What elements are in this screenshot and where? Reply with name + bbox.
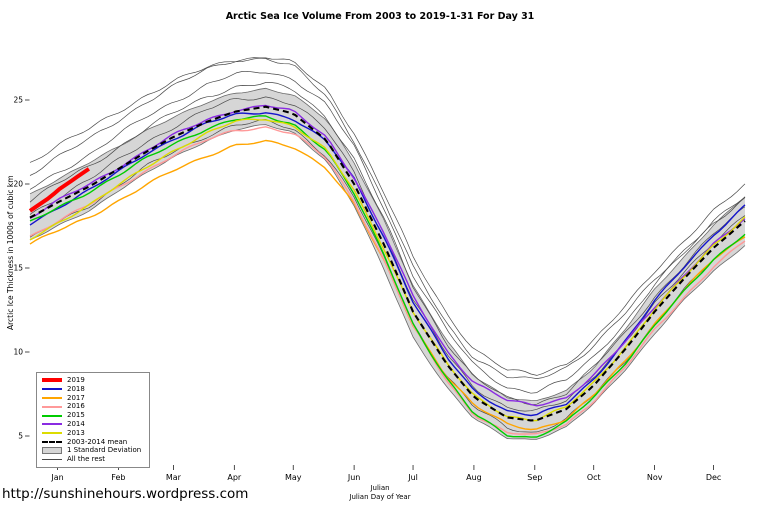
svg-text:15: 15 bbox=[13, 264, 23, 273]
legend-item: 2016 bbox=[42, 402, 141, 411]
legend-label: 2018 bbox=[67, 384, 85, 393]
legend-label: 2015 bbox=[67, 411, 85, 420]
svg-text:Jun: Jun bbox=[347, 473, 361, 482]
legend-label: 2013 bbox=[67, 428, 85, 437]
legend-label: 2003-2014 mean bbox=[67, 437, 128, 446]
legend-label: All the rest bbox=[67, 455, 106, 464]
legend-item: 2017 bbox=[42, 394, 141, 403]
legend-item: 2014 bbox=[42, 420, 141, 429]
legend-label: 2014 bbox=[67, 419, 85, 428]
legend-swatch bbox=[42, 447, 62, 455]
svg-text:Oct: Oct bbox=[587, 473, 601, 482]
legend-swatch bbox=[42, 440, 62, 443]
legend-label: 2017 bbox=[67, 393, 85, 402]
legend: 2019 2018 2017 2016 2015 2014 2013 2003-2014 me… bbox=[36, 372, 151, 468]
legend-swatch bbox=[42, 405, 62, 408]
legend-item: 2013 bbox=[42, 429, 141, 438]
x-axis-title-line2: Julian Day of Year bbox=[349, 492, 411, 501]
svg-text:Aug: Aug bbox=[466, 473, 482, 482]
legend-item: 1 Standard Deviation bbox=[42, 446, 141, 455]
svg-text:10: 10 bbox=[13, 348, 23, 357]
svg-text:Sep: Sep bbox=[527, 473, 542, 482]
x-axis-title-line1: Julian bbox=[370, 484, 390, 492]
legend-swatch bbox=[42, 388, 62, 391]
legend-item: 2003-2014 mean bbox=[42, 438, 141, 447]
x-axis-title: Julian Julian Day of Year bbox=[0, 484, 760, 501]
legend-label: 1 Standard Deviation bbox=[67, 446, 142, 455]
y-axis-title: Arctic Ice Thickness in 1000s of cubic k… bbox=[6, 175, 15, 330]
svg-text:Nov: Nov bbox=[647, 473, 663, 482]
legend-label: 2016 bbox=[67, 402, 85, 411]
legend-item: 2015 bbox=[42, 411, 141, 420]
svg-text:Mar: Mar bbox=[166, 473, 182, 482]
legend-swatch bbox=[42, 432, 62, 435]
svg-text:5: 5 bbox=[18, 432, 23, 441]
svg-text:20: 20 bbox=[13, 180, 23, 189]
legend-item: 2019 bbox=[42, 376, 141, 385]
legend-item: All the rest bbox=[42, 455, 141, 464]
chart-title: Arctic Sea Ice Volume From 2003 to 2019-… bbox=[225, 11, 535, 22]
svg-text:Jul: Jul bbox=[407, 473, 418, 482]
legend-swatch bbox=[42, 414, 62, 417]
svg-text:May: May bbox=[285, 473, 302, 482]
legend-label: 2019 bbox=[67, 376, 85, 384]
svg-text:Apr: Apr bbox=[227, 473, 242, 482]
svg-text:25: 25 bbox=[13, 96, 23, 105]
legend-item: 2018 bbox=[42, 385, 141, 394]
legend-swatch bbox=[42, 378, 62, 383]
svg-text:Feb: Feb bbox=[111, 473, 125, 482]
footer-link[interactable]: http://sunshinehours.wordpress.com bbox=[2, 486, 249, 502]
svg-text:Dec: Dec bbox=[706, 473, 721, 482]
legend-swatch bbox=[42, 423, 62, 426]
svg-text:Jan: Jan bbox=[50, 473, 63, 482]
legend-swatch bbox=[42, 396, 62, 399]
legend-swatch bbox=[42, 459, 62, 461]
